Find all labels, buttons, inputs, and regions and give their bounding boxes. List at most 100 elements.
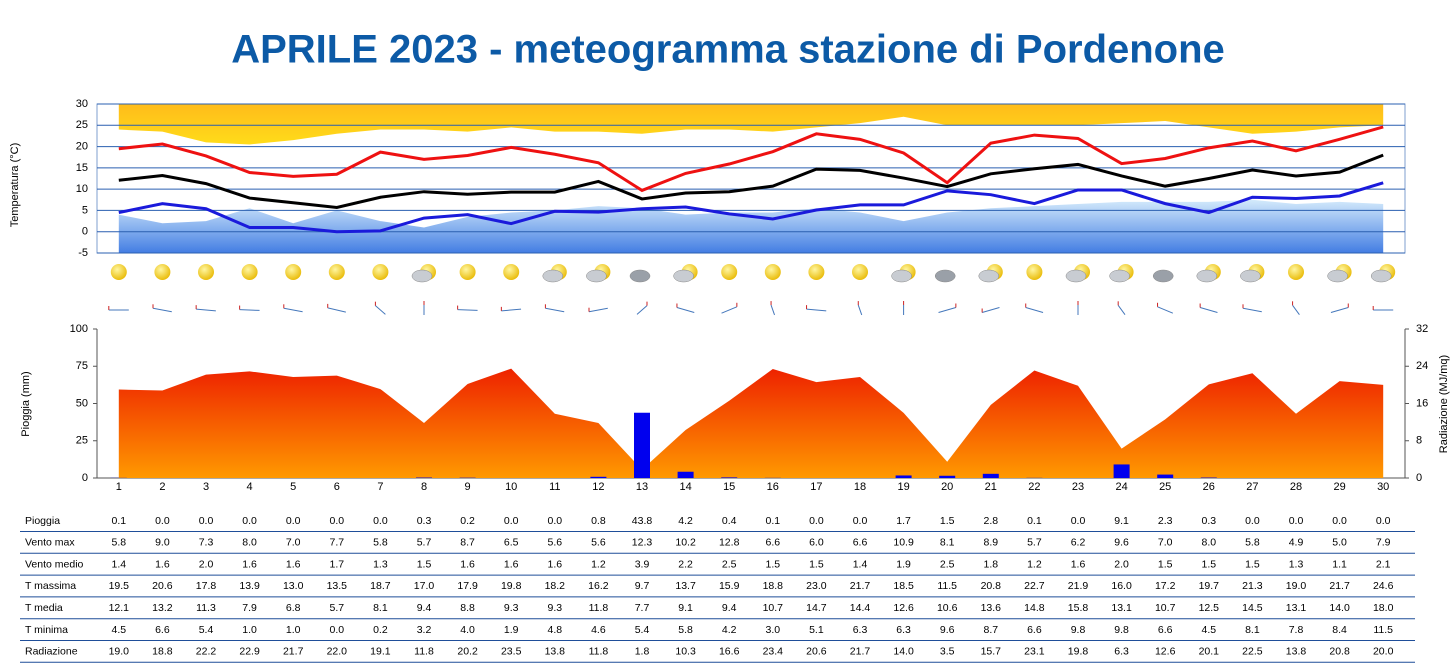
weather-icon (673, 269, 694, 283)
table-cell: 8.9 (983, 537, 998, 549)
table-cell: 0.0 (1289, 515, 1304, 527)
x-tick-label: 12 (592, 481, 604, 493)
table-cell: 8.1 (1245, 624, 1260, 636)
table-cell: 2.5 (940, 558, 955, 570)
table-cell: 18.0 (1373, 602, 1394, 614)
table-cell: 8.8 (460, 602, 475, 614)
table-cell: 20.8 (1329, 646, 1350, 658)
table-cell: 0.1 (1027, 515, 1042, 527)
table-cell: 5.7 (417, 537, 432, 549)
table-cell: 13.0 (283, 580, 304, 592)
table-cell: 7.0 (286, 537, 301, 549)
wind-mark (545, 307, 565, 313)
table-cell: 4.5 (111, 624, 126, 636)
table-cell: 0.0 (199, 515, 214, 527)
table-cell: 8.4 (1332, 624, 1347, 636)
table-cell: 14.7 (806, 602, 827, 614)
weather-icon (241, 264, 258, 280)
wind-mark (588, 307, 608, 313)
table-cell: 1.2 (1027, 558, 1042, 570)
table-cell: 7.8 (1289, 624, 1304, 636)
y-tick-label: 0 (82, 226, 88, 238)
table-cell: 0.0 (242, 515, 257, 527)
table-cell: 1.6 (504, 558, 519, 570)
weather-icon (764, 264, 781, 280)
table-cell: 19.7 (1199, 580, 1220, 592)
table-cell: 24.6 (1373, 580, 1394, 592)
x-tick-label: 25 (1159, 481, 1171, 493)
table-cell: 0.3 (417, 515, 432, 527)
table-cell: 6.3 (1114, 646, 1129, 658)
wind-mark (283, 307, 303, 313)
area (118, 368, 1384, 478)
row-label: T media (25, 602, 63, 614)
table-cell: 5.8 (111, 537, 126, 549)
table-cell: 1.2 (591, 558, 606, 570)
weather-icon (328, 264, 345, 280)
table-cell: 2.8 (983, 515, 998, 527)
table-cell: 9.8 (1114, 624, 1129, 636)
table-cell: 10.7 (1155, 602, 1176, 614)
table-cell: 22.0 (327, 646, 348, 658)
table-cell: 6.6 (1027, 624, 1042, 636)
x-tick-label: 7 (377, 481, 383, 493)
table-cell: 9.3 (504, 602, 519, 614)
table-cell: 12.8 (719, 537, 740, 549)
weather-icon (1240, 269, 1261, 283)
wind-mark (636, 305, 648, 315)
table-cell: 18.8 (152, 646, 173, 658)
table-cell: 1.5 (940, 515, 955, 527)
table-cell: 7.9 (242, 602, 257, 614)
table-cell: 11.5 (937, 580, 957, 592)
table-cell: 7.0 (1158, 537, 1173, 549)
row-label: Pioggia (25, 515, 60, 527)
table-cell: 0.2 (373, 624, 388, 636)
y2-tick-label: 8 (1416, 435, 1422, 447)
y-tick-label: 5 (82, 204, 88, 216)
table-cell: 3.2 (417, 624, 432, 636)
table-cell: 0.0 (286, 515, 301, 527)
table-cell: 23.5 (501, 646, 522, 658)
table-cell: 1.3 (1289, 558, 1304, 570)
table-cell: 16.2 (588, 580, 609, 592)
table-cell: 22.7 (1024, 580, 1045, 592)
table-cell: 1.4 (111, 558, 126, 570)
wind-mark (806, 308, 827, 312)
table-cell: 0.0 (373, 515, 388, 527)
weather-icon (891, 269, 912, 283)
table-cell: 5.8 (373, 537, 388, 549)
x-tick-label: 2 (159, 481, 165, 493)
y2-tick-label: 32 (1416, 323, 1428, 335)
x-tick-label: 10 (505, 481, 517, 493)
bar (634, 412, 650, 478)
table-cell: 1.8 (635, 646, 650, 658)
y-axis-label: Temperatura (°C) (9, 143, 21, 227)
table-cell: 1.6 (1071, 558, 1086, 570)
table-cell: 13.7 (675, 580, 696, 592)
table-cell: 14.5 (1242, 602, 1263, 614)
table-cell: 21.3 (1242, 580, 1263, 592)
table-cell: 10.2 (675, 537, 696, 549)
bar (1113, 464, 1130, 478)
x-tick-label: 24 (1115, 481, 1127, 493)
weather-icon (978, 269, 1000, 283)
table-cell: 5.8 (1245, 537, 1260, 549)
table-cell: 2.3 (1158, 515, 1173, 527)
table-cell: 7.3 (199, 537, 214, 549)
wind-mark (857, 304, 863, 316)
table-cell: 19.8 (501, 580, 522, 592)
table-cell: 1.5 (1201, 558, 1216, 570)
table-cell: 5.6 (591, 537, 606, 549)
bar (982, 473, 999, 478)
table-cell: 16.0 (1111, 580, 1132, 592)
table-cell: 15.9 (719, 580, 740, 592)
y-tick-label: 75 (76, 360, 88, 372)
table-cell: 19.1 (370, 646, 391, 658)
weather-icon (1026, 264, 1043, 280)
table-cell: 0.2 (460, 515, 475, 527)
wind-mark (501, 308, 522, 312)
wind-mark (1292, 305, 1300, 315)
table-cell: 0.0 (155, 515, 170, 527)
table-cell: 4.0 (460, 624, 475, 636)
table-cell: 1.8 (983, 558, 998, 570)
